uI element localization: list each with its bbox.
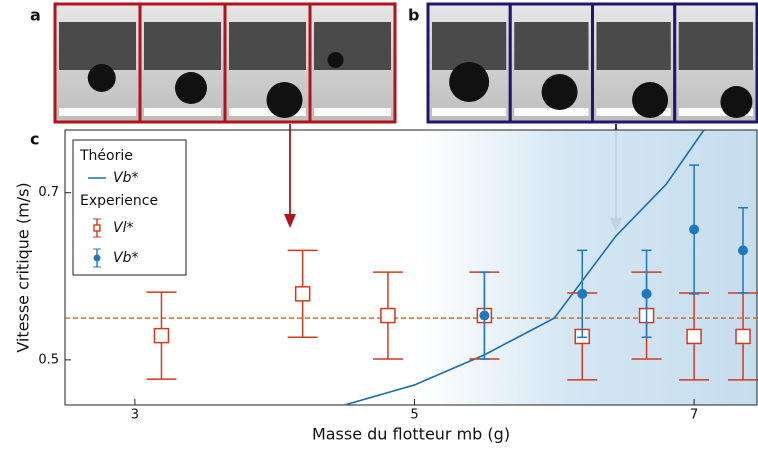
x-axis-label: Masse du flotteur mb (g): [312, 425, 510, 444]
photo-float: [229, 22, 306, 70]
x-tick-label: 5: [410, 408, 418, 423]
photo-drop: [175, 72, 207, 104]
theory-curve: [344, 129, 705, 406]
marker: [735, 328, 751, 345]
photo-float: [314, 22, 391, 70]
legend-marker: [93, 224, 101, 232]
photo-water: [144, 108, 221, 116]
legend-label: Vl*: [113, 220, 133, 236]
photo-drop: [541, 74, 578, 110]
photo-float: [144, 22, 221, 70]
marker: [479, 310, 490, 321]
photo-drop: [632, 82, 669, 118]
x-tick-label: 7: [690, 408, 698, 423]
photo-water: [514, 108, 589, 116]
photo-drop: [87, 64, 116, 92]
photo-float: [678, 22, 753, 70]
marker: [153, 327, 170, 344]
legend-heading: Experience: [80, 193, 158, 209]
y-tick-label: 0.7: [38, 185, 59, 200]
marker: [738, 245, 749, 256]
arrow-head: [284, 214, 296, 228]
marker: [294, 286, 311, 302]
photo-float: [514, 22, 589, 70]
shaded-region: [420, 130, 757, 405]
marker: [686, 328, 702, 345]
photo-float: [59, 22, 136, 70]
photo-drop: [327, 52, 344, 68]
photo-water: [596, 108, 671, 116]
photo-float: [596, 22, 671, 70]
legend-label: Vb*: [113, 250, 138, 266]
photo-water: [229, 108, 306, 116]
photo-drop: [266, 82, 303, 118]
photo-water: [59, 108, 136, 116]
legend-heading: Théorie: [79, 148, 133, 164]
panel-label: c: [30, 130, 39, 149]
photo-water: [432, 108, 507, 116]
panel-label: b: [408, 6, 419, 25]
panel-label: a: [30, 6, 41, 25]
x-tick-label: 3: [131, 408, 139, 423]
photo-water: [678, 108, 753, 116]
photo-drop: [449, 62, 490, 102]
y-tick-label: 0.5: [38, 352, 59, 367]
marker: [689, 224, 700, 235]
legend-label: Vb*: [113, 170, 138, 186]
legend-marker: [93, 254, 101, 262]
photo-drop: [720, 86, 753, 118]
y-axis-label: Vitesse critique (m/s): [14, 182, 33, 352]
photo-strips: [53, 2, 758, 124]
marker: [577, 288, 588, 299]
marker: [380, 307, 396, 324]
plot-frame: [64, 129, 758, 406]
marker: [641, 288, 652, 299]
legend-box: [72, 139, 187, 276]
photo-water: [314, 108, 391, 116]
